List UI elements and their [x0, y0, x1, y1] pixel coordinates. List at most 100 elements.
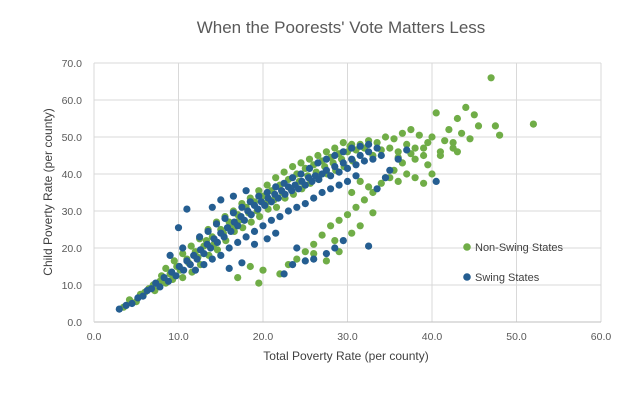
data-point [234, 274, 242, 282]
data-point [272, 203, 281, 211]
data-point [449, 139, 457, 147]
data-point [394, 148, 402, 156]
x-tick-label: 10.0 [168, 331, 189, 343]
data-point [403, 170, 411, 178]
data-point [356, 222, 364, 230]
data-point [200, 261, 208, 269]
data-point [458, 129, 466, 137]
data-point [272, 183, 280, 191]
data-point [491, 122, 499, 130]
data-point [386, 166, 394, 174]
data-point [293, 255, 301, 263]
x-tick-label: 60.0 [591, 331, 612, 343]
data-point [221, 214, 229, 222]
x-tick-label: 30.0 [337, 331, 358, 343]
data-point [322, 250, 330, 258]
data-point [272, 174, 280, 182]
data-point [191, 266, 199, 274]
series-swing-states [115, 140, 440, 313]
data-point [420, 144, 428, 152]
data-point [212, 220, 221, 228]
data-point [200, 250, 208, 258]
x-tick-label: 0.0 [87, 331, 102, 343]
data-point [217, 251, 225, 259]
data-point [186, 261, 194, 269]
data-point [432, 177, 440, 185]
data-point [327, 222, 335, 230]
data-point [280, 168, 288, 176]
data-point [240, 216, 248, 224]
data-point [229, 209, 237, 217]
data-point [403, 146, 411, 154]
data-point [415, 131, 423, 139]
data-point [356, 151, 364, 160]
data-point [310, 240, 318, 248]
x-axis-label: Total Poverty Rate (per county) [263, 349, 428, 363]
data-point [352, 172, 360, 180]
data-point [322, 166, 330, 174]
data-point [322, 148, 330, 156]
data-point [318, 188, 326, 197]
data-point [256, 213, 264, 221]
data-point [280, 179, 288, 187]
data-point [229, 192, 237, 200]
data-point [331, 151, 339, 160]
legend-label: Swing States [475, 272, 540, 284]
data-point [225, 244, 233, 252]
data-point [308, 177, 316, 185]
data-point [331, 244, 339, 252]
data-point [356, 142, 364, 150]
axes [93, 63, 601, 323]
data-point [318, 231, 326, 239]
data-point [238, 203, 246, 211]
data-point [280, 270, 288, 278]
data-point [254, 205, 262, 213]
data-point [242, 187, 250, 195]
data-point [365, 148, 373, 156]
data-point [293, 244, 301, 252]
data-point [217, 196, 225, 204]
data-point [348, 144, 356, 152]
data-point [310, 250, 318, 258]
data-point [327, 172, 335, 180]
data-point [428, 133, 436, 141]
data-point [272, 229, 280, 237]
data-point [162, 264, 170, 272]
chart-title: When the Poorests' Vote Matters Less [197, 18, 486, 37]
y-tick-label: 60.0 [62, 95, 83, 107]
data-point [335, 216, 343, 224]
data-point [172, 272, 180, 280]
data-point [331, 163, 339, 171]
data-point [289, 163, 297, 171]
legend-marker [463, 273, 471, 281]
data-point [180, 266, 188, 274]
data-point [225, 264, 233, 272]
data-point [445, 126, 453, 134]
y-tick-label: 30.0 [62, 206, 83, 218]
data-point [301, 200, 309, 208]
data-point [255, 187, 263, 195]
data-point [115, 305, 123, 313]
data-point [255, 279, 263, 287]
data-point [487, 74, 495, 82]
data-point [250, 227, 259, 235]
data-point [263, 181, 271, 189]
y-tick-label: 10.0 [62, 280, 83, 292]
data-point [394, 155, 402, 163]
data-points [115, 74, 538, 313]
data-point [234, 222, 242, 230]
data-point [156, 283, 164, 291]
data-point [373, 139, 381, 147]
tick-labels: 0.0 10.0 20.0 30.0 40.0 50.0 60.0 0.0 10.0 20.0 30… [62, 58, 612, 343]
data-point [174, 224, 183, 232]
data-point [250, 240, 259, 248]
data-point [281, 190, 289, 198]
data-point [122, 301, 130, 309]
x-tick-label: 20.0 [253, 331, 274, 343]
y-tick-label: 50.0 [62, 132, 83, 144]
data-point [441, 137, 449, 145]
data-point [356, 177, 364, 185]
data-point [360, 157, 368, 165]
data-point [428, 170, 436, 178]
